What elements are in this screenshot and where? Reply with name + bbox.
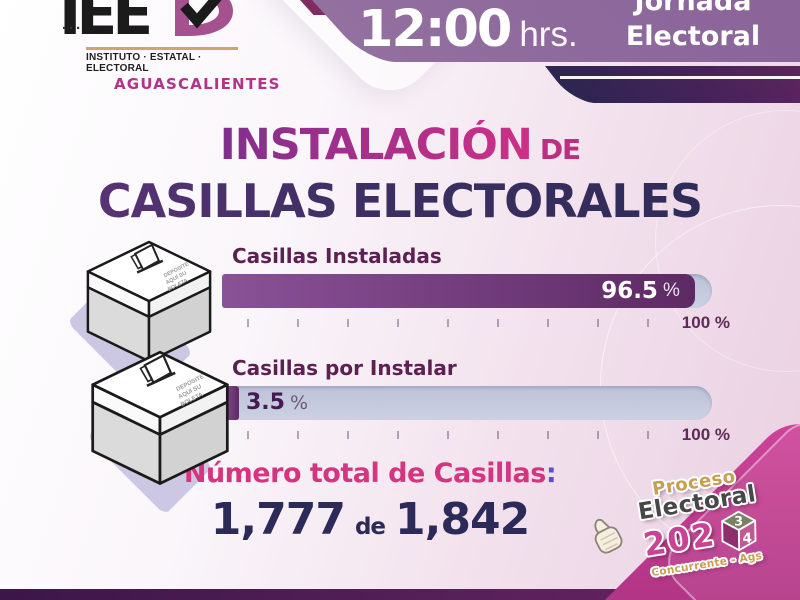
bar-group-instaladas: Casillas Instaladas 96.5 % 100 % [222, 244, 730, 332]
totals-section: Número total de Casillas: 1,777 de 1,842 [40, 458, 700, 545]
totals-heading: Número total de Casillas: [183, 458, 557, 489]
axis-ticks [222, 319, 712, 329]
time-display: 12:00 hrs. [358, 0, 578, 62]
tick-mark [547, 319, 549, 327]
installed-count: 1,777 [210, 494, 346, 545]
logo-check-mark [180, 0, 222, 29]
tick-mark [297, 431, 299, 439]
bar-label: Casillas Instaladas [232, 244, 442, 268]
axis-max-label: 100 % [681, 313, 730, 332]
bar-value: 96.5 [601, 278, 658, 304]
title-word-de: DE [539, 133, 581, 166]
totals-colon: : [545, 458, 557, 489]
tick-mark [347, 319, 349, 327]
proceso-electoral-badge: Proceso Electoral 202 3 4 Concurrente - … [594, 459, 794, 584]
header-stripe-highlight [560, 76, 800, 79]
bottom-purple-band [0, 589, 800, 600]
thumbs-up-icon [594, 518, 623, 554]
tick-mark [397, 319, 399, 327]
bar-value-unit: % [662, 280, 680, 301]
header-dark-stripe [545, 66, 800, 103]
bar-label: Casillas por Instalar [232, 356, 457, 380]
cube-digit-3: 3 [734, 514, 743, 529]
iee-logo: IEE ··· INSTITUTO · ESTATAL · ELECTORAL … [59, 0, 281, 93]
ballot-paper [133, 243, 161, 271]
tick-mark [247, 431, 249, 439]
cube-digit-4: 4 [743, 531, 753, 547]
logo-state-name: AGUASCALIENTES [114, 74, 281, 93]
year-cube-icon: 3 4 [721, 510, 757, 552]
tick-mark [497, 319, 499, 327]
tick-mark [397, 431, 399, 439]
logo-institute-line: INSTITUTO · ESTATAL · ELECTORAL [86, 51, 202, 74]
bar-fill-instaladas: 96.5 % [222, 274, 695, 308]
page-title: INSTALACIÓN DE CASILLAS ELECTORALES [30, 120, 770, 227]
totals-numbers: 1,777 de 1,842 [40, 494, 700, 545]
bar-track: 3.5% [222, 386, 712, 420]
event-line2: Electoral [625, 21, 761, 52]
ballot-paper [143, 353, 173, 385]
tick-mark [347, 431, 349, 439]
event-line1: Jornada [634, 0, 752, 17]
ballot-box-icon: DEPOSITE AQUÍ SU BOLETA [91, 350, 229, 485]
badge-year: 202 3 4 [612, 500, 793, 571]
tick-mark [597, 431, 599, 439]
logo-dots: ··· [62, 20, 83, 37]
title-line2: CASILLAS ELECTORALES [30, 175, 770, 227]
title-word-instalacion: INSTALACIÓN [219, 120, 533, 170]
event-title: Jornada Electoral [608, 0, 778, 54]
axis-max-label: 100 % [681, 425, 730, 444]
bar-group-por-instalar: Casillas por Instalar 3.5% 100 % [222, 356, 730, 444]
tick-mark [497, 431, 499, 439]
time-unit: hrs. [519, 15, 578, 54]
bar-track: 96.5 % [222, 274, 712, 308]
tick-mark [647, 431, 649, 439]
axis-ticks [222, 431, 712, 441]
logo-d-shape [175, 0, 233, 36]
ballot-box-icon: DEPOSITE AQUÍ SU BOLETA [86, 240, 212, 363]
tick-mark [297, 319, 299, 327]
ballot-slot [136, 259, 164, 274]
tick-mark [547, 431, 549, 439]
tick-mark [447, 319, 449, 327]
time-value: 12:00 [358, 0, 512, 59]
title-line1: INSTALACIÓN DE [30, 120, 770, 175]
tick-mark [597, 319, 599, 327]
tick-mark [447, 431, 449, 439]
total-count: 1,842 [395, 494, 530, 545]
ballot-slot [146, 371, 176, 388]
tick-mark [647, 319, 649, 327]
totals-connector: de [354, 514, 386, 540]
bar-value: 3.5% [246, 390, 309, 415]
iee-logo-mark: IEE [59, 0, 233, 49]
tick-mark [247, 319, 249, 327]
logo-gold-rule [86, 47, 238, 50]
